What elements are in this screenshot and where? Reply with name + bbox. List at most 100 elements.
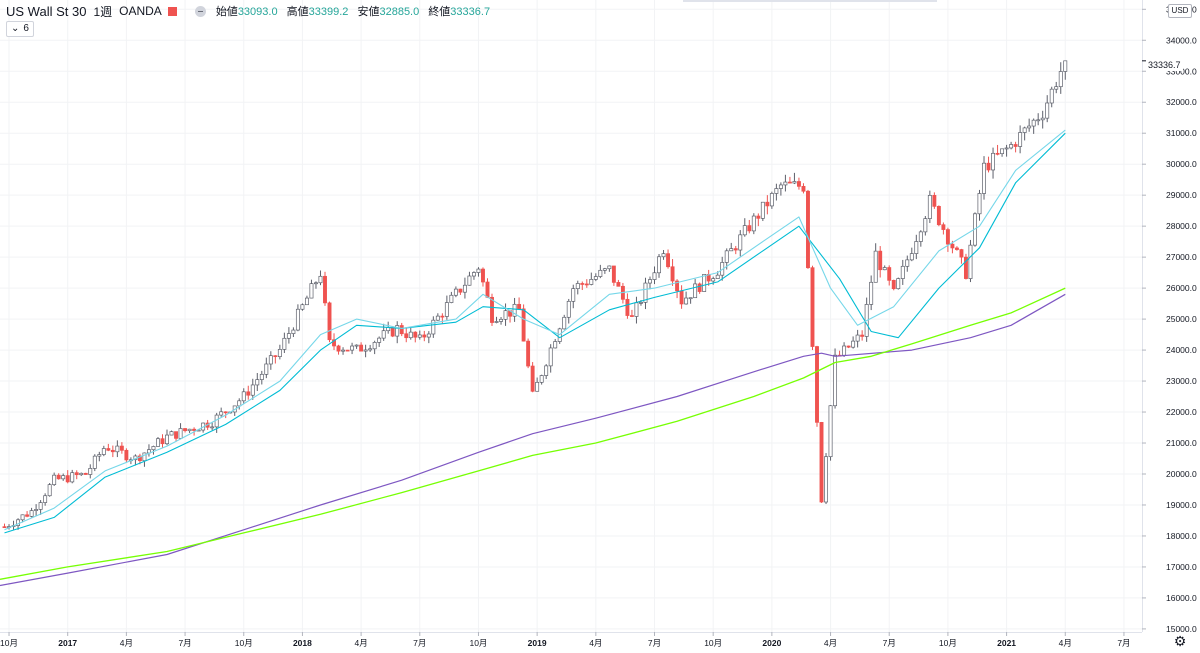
candle bbox=[697, 282, 702, 294]
candle-body bbox=[431, 319, 436, 335]
candle-body bbox=[83, 472, 88, 475]
candle-body bbox=[110, 449, 115, 453]
candle bbox=[986, 156, 991, 173]
candle bbox=[232, 405, 237, 416]
candle-body bbox=[38, 502, 43, 510]
candle bbox=[354, 344, 359, 349]
x-tick-label: 10月 bbox=[939, 638, 957, 648]
candle-body bbox=[566, 300, 571, 318]
interval-label[interactable]: 1週 bbox=[93, 4, 113, 19]
candle-body bbox=[79, 472, 84, 476]
time-axis[interactable]: 10月 2017 4月 7月 10月 2018 4月 7月 10月 2019 4月 7月 10月 2020… bbox=[0, 632, 1142, 653]
collapse-dot-icon[interactable] bbox=[194, 5, 206, 17]
candle bbox=[936, 205, 941, 227]
candle-body bbox=[1009, 144, 1014, 149]
candle bbox=[815, 345, 819, 427]
candle-body bbox=[295, 308, 300, 331]
candle-body bbox=[945, 229, 950, 245]
candle bbox=[372, 340, 377, 355]
candle-body bbox=[855, 334, 860, 342]
candle-body bbox=[530, 365, 535, 392]
candle bbox=[625, 293, 630, 319]
candle-body bbox=[178, 428, 183, 439]
candle bbox=[954, 246, 959, 251]
candle bbox=[476, 267, 481, 277]
candle bbox=[801, 183, 806, 194]
flag-icon[interactable] bbox=[167, 6, 177, 16]
candle-body bbox=[277, 349, 282, 357]
candle-body bbox=[43, 495, 48, 503]
candle-body bbox=[629, 315, 634, 317]
symbol-name[interactable]: US Wall St 30 bbox=[6, 3, 87, 19]
candle-body bbox=[291, 329, 296, 334]
candle bbox=[1045, 95, 1050, 123]
candle bbox=[964, 253, 968, 280]
candle-body bbox=[882, 267, 887, 271]
candle-body bbox=[589, 279, 594, 285]
candle bbox=[1009, 141, 1014, 150]
candle bbox=[887, 265, 892, 286]
price-axis[interactable]: 15000.0 16000.0 17000.0 18000.0 19000.0 20000… bbox=[1142, 0, 1200, 653]
candle-body bbox=[156, 438, 160, 447]
candle-body bbox=[169, 431, 174, 436]
y-tick-label: 18000.0 bbox=[1166, 531, 1197, 541]
candle bbox=[300, 303, 305, 311]
candle bbox=[760, 201, 765, 222]
candle bbox=[914, 234, 919, 260]
candle-body bbox=[237, 400, 242, 407]
candle-body bbox=[323, 275, 327, 304]
candle bbox=[580, 281, 585, 291]
candle-body bbox=[115, 445, 120, 453]
candle-body bbox=[368, 348, 373, 351]
candle-body bbox=[70, 472, 75, 483]
candle bbox=[1027, 118, 1032, 132]
candle bbox=[991, 147, 995, 179]
candle-body bbox=[273, 355, 278, 358]
currency-badge[interactable]: USD bbox=[1168, 4, 1192, 18]
candle-body bbox=[472, 272, 476, 277]
chevron-down-icon: ⌄ bbox=[11, 23, 20, 34]
candle bbox=[512, 297, 517, 322]
candle-body bbox=[977, 193, 982, 215]
candle bbox=[982, 156, 986, 200]
candle-body bbox=[995, 152, 1000, 155]
candle-body bbox=[548, 347, 553, 367]
ohlc-values: 始値33093.0 高値33399.2 安値32885.0 終値33336.7 bbox=[216, 3, 496, 19]
candle-body bbox=[616, 282, 621, 287]
price-axis-bg bbox=[1142, 0, 1200, 653]
candle-body bbox=[891, 280, 896, 290]
candle bbox=[959, 248, 964, 264]
y-tick-label: 23000.0 bbox=[1166, 376, 1197, 386]
candle-body bbox=[639, 302, 643, 304]
candle bbox=[282, 332, 287, 354]
candle bbox=[742, 218, 747, 237]
candle bbox=[833, 348, 838, 409]
candle bbox=[381, 323, 386, 341]
x-tick-label: 4月 bbox=[824, 638, 837, 648]
candle bbox=[751, 213, 756, 235]
candle bbox=[851, 336, 856, 349]
candle bbox=[810, 265, 815, 351]
candle-body bbox=[914, 241, 919, 254]
y-tick-label: 26000.0 bbox=[1166, 283, 1197, 293]
candle bbox=[860, 330, 865, 341]
candle bbox=[521, 304, 526, 342]
indicators-toggle-button[interactable]: ⌄ 6 bbox=[6, 21, 34, 37]
candle-body bbox=[304, 297, 309, 306]
gear-icon[interactable]: ⚙ bbox=[1173, 633, 1187, 649]
candle-body bbox=[648, 279, 652, 284]
candle-body bbox=[625, 298, 630, 316]
high-value: 33399.2 bbox=[308, 6, 349, 18]
candle bbox=[828, 405, 833, 461]
candle-body bbox=[950, 243, 955, 249]
candle-body bbox=[481, 268, 485, 283]
candle-body bbox=[539, 375, 544, 383]
candle-body bbox=[219, 411, 224, 416]
candle-body bbox=[954, 247, 959, 250]
candle bbox=[34, 504, 39, 517]
candle-body bbox=[259, 373, 264, 380]
candle-body bbox=[413, 331, 418, 338]
candle-body bbox=[964, 256, 968, 279]
candle bbox=[670, 259, 675, 286]
